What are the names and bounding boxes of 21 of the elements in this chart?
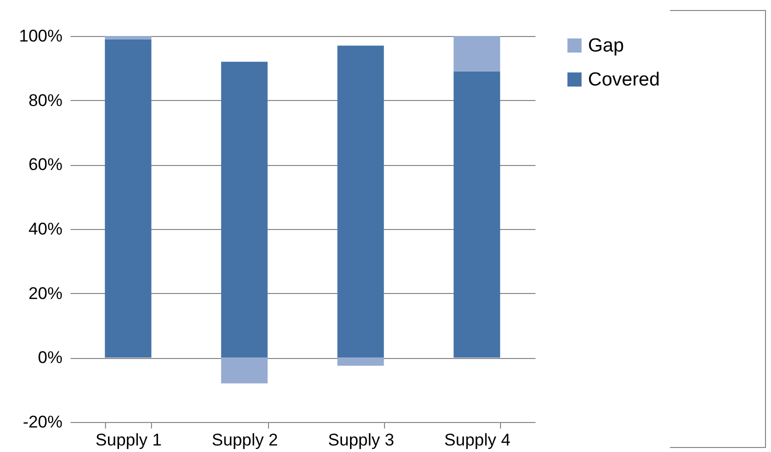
y-tick-label: -20% (22, 412, 62, 432)
x-tick-label: Supply 3 (328, 430, 394, 450)
legend-label: Covered (588, 70, 660, 90)
bar (337, 358, 384, 366)
bar (104, 39, 152, 358)
x-tick-label: Supply 1 (96, 430, 162, 450)
legend-label: Gap (588, 36, 624, 56)
bar (104, 36, 152, 40)
y-tick-label: 60% (28, 155, 62, 174)
bar (454, 71, 500, 358)
y-tick-label: 100% (19, 26, 62, 46)
bar (337, 46, 384, 358)
x-tick-label: Supply 2 (212, 430, 278, 450)
y-tick-label: 40% (28, 220, 62, 238)
bar (221, 358, 268, 384)
y-tick-label: 0% (38, 348, 62, 368)
bar (221, 62, 268, 358)
y-tick-label: 20% (28, 284, 62, 303)
bar (454, 36, 500, 72)
y-tick-label: 80% (28, 90, 62, 110)
x-tick-label: Supply 4 (444, 430, 510, 450)
